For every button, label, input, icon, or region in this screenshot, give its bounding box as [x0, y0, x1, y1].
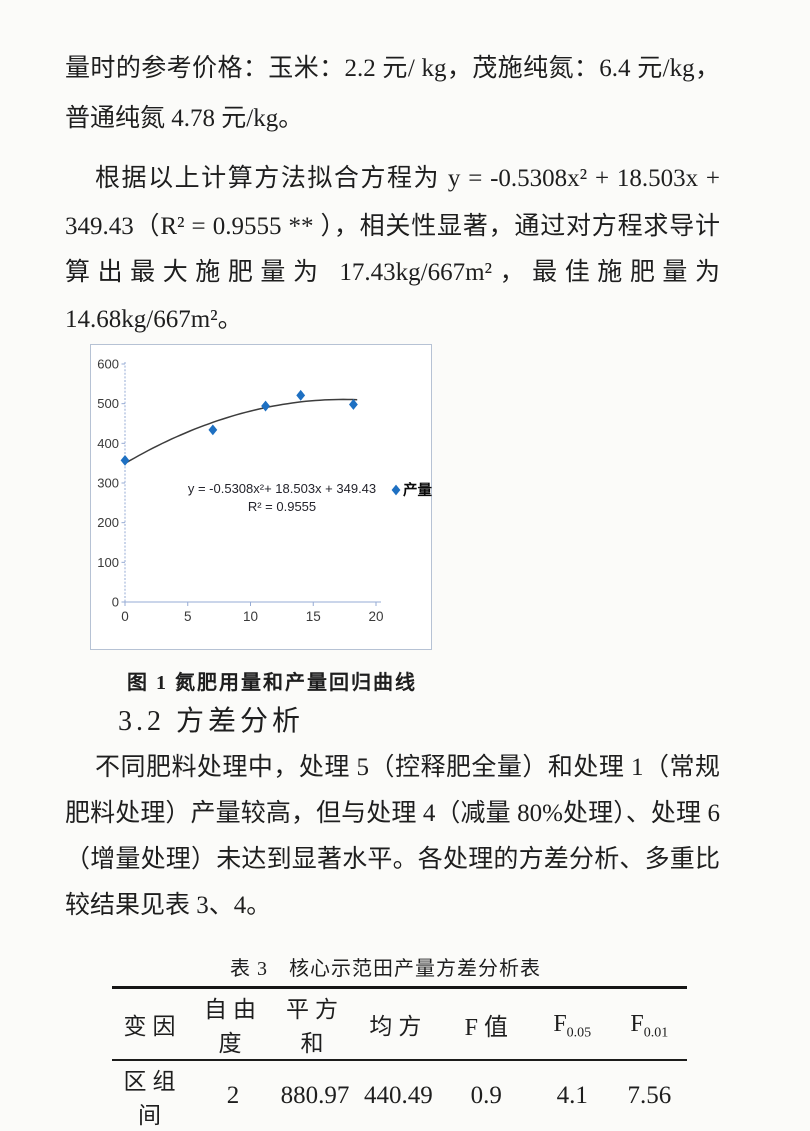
cell-ms: 440.49	[363, 1082, 433, 1109]
text-line: 肥料处理）产量较高，但与处理 4（减量 80%处理）、处理 6	[65, 800, 720, 827]
text-line: 根据以上计算方法拟合方程为 y = -0.5308x² + 18.503x +	[95, 165, 720, 192]
col-header-f001: F0.01	[611, 987, 687, 1061]
text-line: 算出最大施肥量为 17.43kg/667m²，最佳施肥量为	[65, 259, 720, 286]
text-line: 14.68kg/667m²。	[65, 306, 243, 333]
equation-label: y = -0.5308x²+ 18.503x + 349.43	[188, 481, 376, 496]
anova-table: 变因 自由度 平方和 均方 F 值 F0.05 F0.01 区组间 2 880.…	[112, 986, 687, 1131]
cell-f-value: 0.9	[470, 1082, 502, 1109]
x-tick-label: 0	[121, 609, 129, 624]
y-tick-label: 400	[97, 436, 119, 451]
data-point	[261, 400, 270, 412]
chart-border	[90, 344, 432, 650]
col-header-f005: F0.05	[532, 987, 612, 1061]
figure-caption: 图 1 氮肥用量和产量回归曲线	[127, 672, 417, 694]
y-tick-label: 500	[97, 396, 119, 411]
data-point	[349, 399, 358, 410]
text-line: 普通纯氮 4.78 元/kg。	[65, 105, 304, 132]
cell-ss: 880.97	[280, 1082, 350, 1109]
y-tick-label: 300	[97, 476, 119, 491]
text-line: 349.43（R² = 0.9555 ** ），相关性显著，通过对方程求导计	[65, 213, 720, 240]
col-header-variation: 变因	[112, 987, 194, 1061]
cell-variation: 区组间	[123, 1069, 182, 1128]
y-tick-label: 100	[97, 555, 119, 570]
table-header-row: 变因 自由度 平方和 均方 F 值 F0.05 F0.01	[112, 987, 687, 1061]
y-tick-label: 0	[112, 595, 119, 610]
figure-1-chart: 0 100 200 300 400 500 600 0 5 10 15 20 y = -0.5308x²…	[90, 344, 432, 650]
x-tick-label: 15	[306, 609, 321, 624]
col-header-f-value: F 值	[439, 987, 533, 1061]
data-point	[120, 454, 130, 466]
text-line: 较结果见表 3、4。	[65, 892, 272, 919]
figure-1-chart-svg: 0 100 200 300 400 500 600 0 5 10 15 20 y = -0.5308x²…	[90, 344, 432, 650]
section-heading: 3.2 方差分析	[118, 706, 305, 737]
data-point	[208, 424, 218, 436]
y-tick-label: 600	[97, 357, 119, 372]
x-tick-label: 10	[243, 609, 258, 624]
text-line: 量时的参考价格：玉米：2.2 元/ kg，茂施纯氮：6.4 元/kg，	[65, 55, 720, 82]
col-header-ms: 均方	[356, 987, 440, 1061]
col-header-ss: 平方和	[272, 987, 357, 1061]
x-tick-label: 20	[368, 609, 383, 624]
cell-f001: 7.56	[627, 1082, 672, 1109]
text-line: （增量处理）未达到显著水平。各处理的方差分析、多重比	[65, 846, 720, 873]
cell-f005: 4.1	[556, 1082, 588, 1109]
col-header-df: 自由度	[193, 987, 273, 1061]
table-row: 区组间 2 880.97 440.49 0.9 4.1 7.56	[112, 1060, 687, 1131]
y-tick-label: 200	[97, 515, 119, 530]
legend-label: 产量	[403, 481, 432, 499]
legend-marker-icon	[391, 484, 401, 496]
x-tick-label: 5	[184, 609, 192, 624]
r-squared-label: R² = 0.9555	[248, 499, 316, 514]
trendline	[124, 398, 358, 465]
table-title: 表 3 核心示范田产量方差分析表	[230, 958, 541, 980]
cell-df: 2	[226, 1082, 240, 1109]
text-line: 不同肥料处理中，处理 5（控释肥全量）和处理 1（常规	[95, 754, 720, 781]
